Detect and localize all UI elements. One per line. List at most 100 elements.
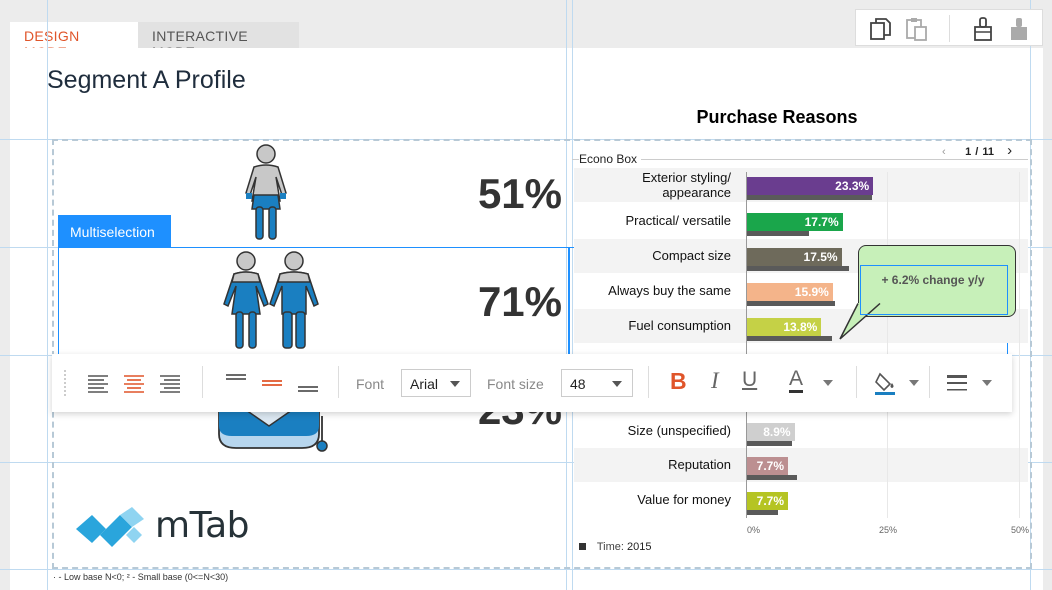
format-painter-disabled-icon[interactable] [1006, 16, 1032, 42]
fill-color-icon[interactable] [874, 371, 898, 395]
bar[interactable]: 23.3% [746, 177, 874, 195]
font-select[interactable]: Arial [401, 369, 471, 397]
format-painter-icon[interactable] [970, 16, 996, 42]
previous-period-bar [746, 510, 778, 515]
tick-label: 0% [747, 525, 761, 535]
font-size-select[interactable]: 48 [561, 369, 633, 397]
mtab-logo-text: mTab [155, 505, 250, 546]
valign-bottom-icon[interactable] [296, 371, 320, 395]
format-toolbar: Font Arial Font size 48 B I U A [52, 354, 1012, 412]
multiselection-label[interactable]: Multiselection [58, 215, 171, 247]
category-label: Exterior styling/ appearance [642, 170, 731, 200]
guide-line [566, 0, 567, 590]
underline-button[interactable]: U [742, 368, 758, 391]
bold-button[interactable]: B [670, 368, 687, 394]
pager-total: 11 [982, 146, 995, 158]
axis-line [746, 172, 747, 518]
page-title: Segment A Profile [47, 66, 246, 94]
pager-next-icon[interactable]: › [1007, 142, 1013, 159]
chevron-down-icon [612, 381, 622, 387]
tab-interactive-mode[interactable]: INTERACTIVE MODE [138, 22, 299, 60]
font-select-value: Arial [410, 376, 439, 392]
legend-swatch [579, 543, 586, 550]
toolbar-separator [648, 366, 649, 398]
car-icon [218, 409, 328, 452]
italic-button[interactable]: I [711, 368, 719, 393]
guide-line [0, 462, 1052, 463]
mtab-logo-icon [76, 507, 144, 547]
toolbar-separator [338, 366, 339, 398]
pager-current: 1 [965, 146, 972, 158]
font-color-button[interactable]: A [789, 368, 804, 393]
valign-top-icon[interactable] [224, 371, 248, 395]
multiselection-divider [568, 247, 570, 355]
callout-annotation[interactable] [858, 245, 1016, 317]
category-label: Value for money [637, 492, 731, 507]
bar[interactable]: 7.7% [746, 457, 789, 475]
category-label: Always buy the same [608, 283, 731, 298]
toolbar-separator [202, 366, 203, 398]
font-label: Font [356, 376, 385, 392]
tick-label: 50% [1011, 525, 1030, 535]
pager-prev-icon[interactable]: ‹ [942, 146, 946, 158]
chevron-down-icon[interactable] [982, 380, 992, 386]
chart-pager: ‹ 1 / 11 › [942, 142, 1020, 159]
paste-icon[interactable] [904, 16, 930, 42]
chart-title: Purchase Reasons [696, 107, 858, 127]
pager-separator: / [975, 146, 979, 158]
font-size-label: Font size [487, 376, 544, 392]
category-label: Compact size [652, 248, 731, 263]
previous-period-bar [746, 441, 793, 446]
callout-text-box[interactable] [860, 265, 1008, 315]
align-center-icon[interactable] [122, 371, 146, 395]
chart-row-band [574, 448, 1028, 482]
previous-period-bar [746, 475, 797, 480]
legend-value: 2015 [627, 541, 652, 553]
segment-percent: 51% [477, 170, 562, 217]
segment-percent: 71% [477, 278, 562, 325]
guide-line [0, 569, 1052, 570]
bar[interactable]: 17.5% [746, 248, 842, 266]
callout-pointer [839, 303, 881, 340]
align-right-icon[interactable] [158, 371, 182, 395]
toolbar-separator [856, 366, 857, 398]
bar[interactable]: 13.8% [746, 318, 822, 336]
legend-group-label: Econo Box [579, 152, 642, 166]
bar[interactable]: 8.9% [746, 423, 795, 441]
category-label: Fuel consumption [628, 318, 731, 333]
category-label: Size (unspecified) [627, 423, 731, 438]
bar[interactable]: 17.7% [746, 213, 843, 231]
align-left-icon[interactable] [86, 371, 110, 395]
legend-line [572, 159, 1028, 160]
tab-design-mode[interactable]: DESIGN MODE [10, 22, 138, 60]
grid-line [1019, 172, 1020, 518]
valign-middle-icon[interactable] [260, 371, 284, 395]
tick-label: 25% [879, 525, 898, 535]
guide-line [572, 0, 573, 590]
category-label: Reputation [668, 457, 731, 472]
series-legend: Time: 2015 [579, 541, 652, 553]
chevron-down-icon [450, 381, 460, 387]
chevron-down-icon[interactable] [823, 380, 833, 386]
copy-icon[interactable] [868, 16, 894, 42]
grid-line [887, 172, 888, 518]
previous-period-bar [746, 336, 832, 341]
couple-icon [223, 251, 319, 349]
bar[interactable]: 7.7% [746, 492, 789, 510]
chevron-down-icon[interactable] [909, 380, 919, 386]
category-label: Practical/ versatile [625, 213, 731, 228]
legend-label: Time: [596, 541, 624, 553]
toolbar-separator [929, 366, 930, 398]
border-style-icon[interactable] [946, 371, 970, 395]
previous-period-bar [746, 195, 872, 200]
top-toolbar [855, 9, 1043, 46]
font-size-select-value: 48 [570, 376, 586, 392]
bar[interactable]: 15.9% [746, 283, 833, 301]
previous-period-bar [746, 231, 809, 236]
footnote: · - Low base N<0; ² - Small base (0<=N<3… [53, 572, 229, 582]
previous-period-bar [746, 301, 835, 306]
guide-line [47, 0, 48, 590]
drag-handle[interactable] [64, 370, 67, 396]
previous-period-bar [746, 266, 849, 271]
woman-icon [245, 144, 287, 240]
